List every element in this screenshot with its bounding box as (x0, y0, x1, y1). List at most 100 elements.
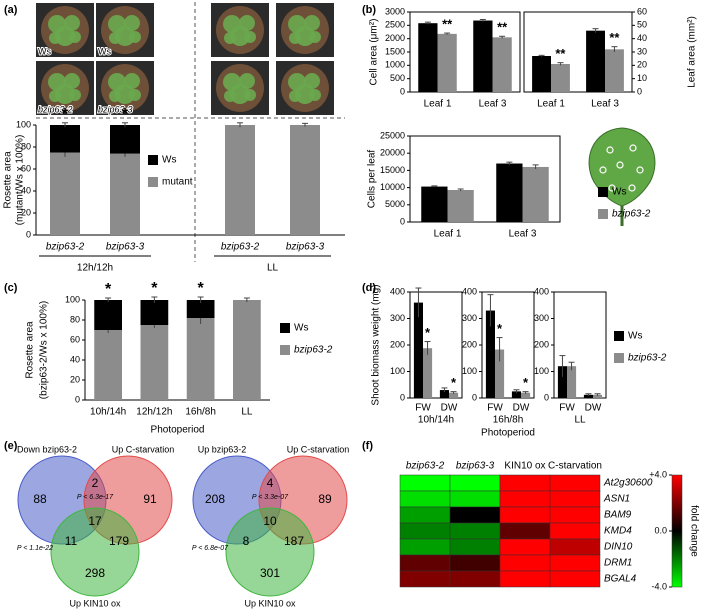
bar-segment (186, 300, 215, 318)
photo-plant (289, 32, 301, 44)
bar (496, 163, 523, 222)
venn-count: 11 (65, 534, 78, 548)
heatmap-cell (549, 522, 601, 540)
y-tick-label: 5000 (385, 199, 405, 209)
bar (522, 166, 549, 222)
group-label: 12h/12h (77, 263, 113, 274)
venn-count: 208 (205, 492, 225, 506)
heatmap-cell (549, 474, 601, 492)
venn-set-label: Up KIN10 ox (244, 598, 296, 608)
y-tick-label: 2000 (385, 33, 405, 43)
legend-swatch (614, 331, 624, 341)
y-tick-label: 80 (70, 314, 80, 324)
photo-plant (49, 32, 61, 44)
legend-swatch (280, 345, 290, 355)
y-tick-label: 100 (534, 366, 549, 376)
venn-set (50, 507, 140, 597)
y-tick-label: 0 (75, 394, 80, 404)
column-label: C-starvation (548, 461, 602, 472)
significance-star: * (105, 281, 112, 298)
y-tick-label: 0 (400, 216, 405, 226)
heatmap-cell (449, 522, 501, 540)
heatmap-cell (399, 506, 451, 524)
x-tick-label: Leaf 3 (509, 229, 537, 240)
heatmap-cell (499, 490, 551, 508)
heatmap-cell (549, 506, 601, 524)
y-tick-label: 1000 (385, 60, 405, 70)
y-tick-label: 30 (637, 46, 647, 56)
photo-plant (129, 89, 141, 101)
legend-label: bzip63-2 (628, 353, 667, 364)
heatmap-cell (549, 490, 601, 508)
y-axis-label: Leaf area (mm²) (687, 16, 698, 88)
group-label: LL (574, 415, 586, 426)
bar (449, 392, 459, 398)
heatmap-cell (549, 538, 601, 556)
y-tick-label: 500 (390, 73, 405, 83)
colorbar-tick-label: +4.0 (649, 469, 667, 479)
row-label: At2g30600 (603, 478, 653, 489)
x-axis-label: Photoperiod (481, 428, 535, 439)
bar (557, 366, 567, 398)
bar (485, 310, 495, 398)
photo-label: bzip63-3 (98, 104, 133, 114)
row-label: ASN1 (603, 494, 630, 505)
bar-segment (50, 152, 80, 235)
y-tick-label: 1500 (385, 46, 405, 56)
x-tick-label: DW (513, 403, 530, 414)
legend-label: Ws (294, 323, 308, 334)
y-tick-label: 0 (472, 392, 477, 402)
x-tick-label: FW (559, 403, 575, 414)
y-tick-label: 0 (544, 392, 549, 402)
heatmap-cell (499, 554, 551, 572)
legend-swatch (280, 323, 290, 333)
row-label: KMD4 (604, 526, 632, 537)
bar (437, 33, 457, 92)
colorbar-tick-label: -4.0 (651, 581, 667, 591)
bar (551, 64, 570, 92)
p-value: P < 1.1e-22 (17, 545, 53, 552)
photo-plant (49, 90, 61, 102)
significance-star: * (497, 321, 503, 336)
heatmap-cell (449, 538, 501, 556)
heatmap-cell (499, 570, 551, 588)
bar-segment (110, 125, 140, 154)
significance-star: * (425, 325, 431, 340)
panel-label: (e) (4, 440, 18, 452)
legend-label: Ws (612, 187, 626, 198)
significance-star: ** (442, 17, 453, 32)
heatmap-cell (399, 538, 451, 556)
venn-set-label: Up bzip63-2 (198, 444, 247, 454)
heatmap-cell (549, 554, 601, 572)
bar-segment (140, 325, 169, 400)
bar (421, 186, 448, 222)
heatmap-cell (549, 570, 601, 588)
bar (532, 56, 551, 92)
bar-segment (186, 318, 215, 400)
y-tick-label: 40 (21, 185, 31, 195)
x-tick-label: Leaf 3 (591, 99, 619, 110)
venn-count: 8 (243, 534, 250, 548)
heatmap-cell (449, 490, 501, 508)
p-value: P < 6.8e-07 (192, 545, 229, 552)
y-tick-label: 25000 (380, 130, 405, 140)
bar (567, 366, 577, 398)
venn-count: 4 (267, 476, 274, 490)
x-tick-label: Leaf 3 (479, 99, 507, 110)
photo-plant (244, 89, 256, 101)
y-tick-label: 400 (390, 286, 405, 296)
venn-set-label: Up C-starvation (287, 444, 350, 454)
panel-label: (d) (362, 282, 376, 294)
heatmap-cell (499, 538, 551, 556)
heatmap-cell (499, 522, 551, 540)
photo-plant (289, 90, 301, 102)
significance-star: ** (497, 20, 508, 35)
venn-count: 301 (260, 566, 280, 580)
plot-frame (409, 135, 561, 223)
venn-count: 91 (143, 492, 157, 506)
photo-plant (224, 32, 236, 44)
y-tick-label: 20 (70, 374, 80, 384)
significance-star: ** (609, 30, 620, 45)
p-value: P < 6.3e-17 (77, 494, 114, 501)
bar (447, 190, 474, 222)
